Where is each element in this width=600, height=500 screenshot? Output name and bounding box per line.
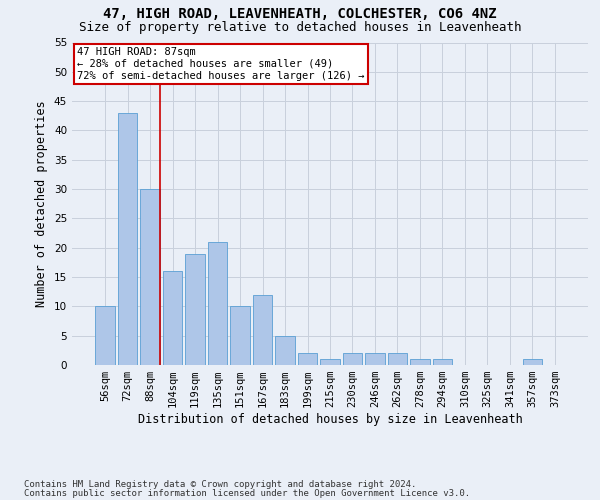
Bar [523,359,542,365]
Bar [388,354,407,365]
Bar [343,354,362,365]
Bar [253,294,272,365]
Text: 47, HIGH ROAD, LEAVENHEATH, COLCHESTER, CO6 4NZ: 47, HIGH ROAD, LEAVENHEATH, COLCHESTER, … [103,8,497,22]
Bar [433,359,452,365]
Bar [365,354,385,365]
Bar [298,354,317,365]
X-axis label: Distribution of detached houses by size in Leavenheath: Distribution of detached houses by size … [137,413,523,426]
Text: Contains public sector information licensed under the Open Government Licence v3: Contains public sector information licen… [24,488,470,498]
Bar [163,271,182,365]
Bar [275,336,295,365]
Bar [208,242,227,365]
Bar [95,306,115,365]
Text: Size of property relative to detached houses in Leavenheath: Size of property relative to detached ho… [79,21,521,34]
Text: Contains HM Land Registry data © Crown copyright and database right 2024.: Contains HM Land Registry data © Crown c… [24,480,416,489]
Bar [320,359,340,365]
Bar [410,359,430,365]
Bar [185,254,205,365]
Y-axis label: Number of detached properties: Number of detached properties [35,100,49,307]
Text: 47 HIGH ROAD: 87sqm
← 28% of detached houses are smaller (49)
72% of semi-detach: 47 HIGH ROAD: 87sqm ← 28% of detached ho… [77,48,365,80]
Bar [230,306,250,365]
Bar [118,113,137,365]
Bar [140,189,160,365]
